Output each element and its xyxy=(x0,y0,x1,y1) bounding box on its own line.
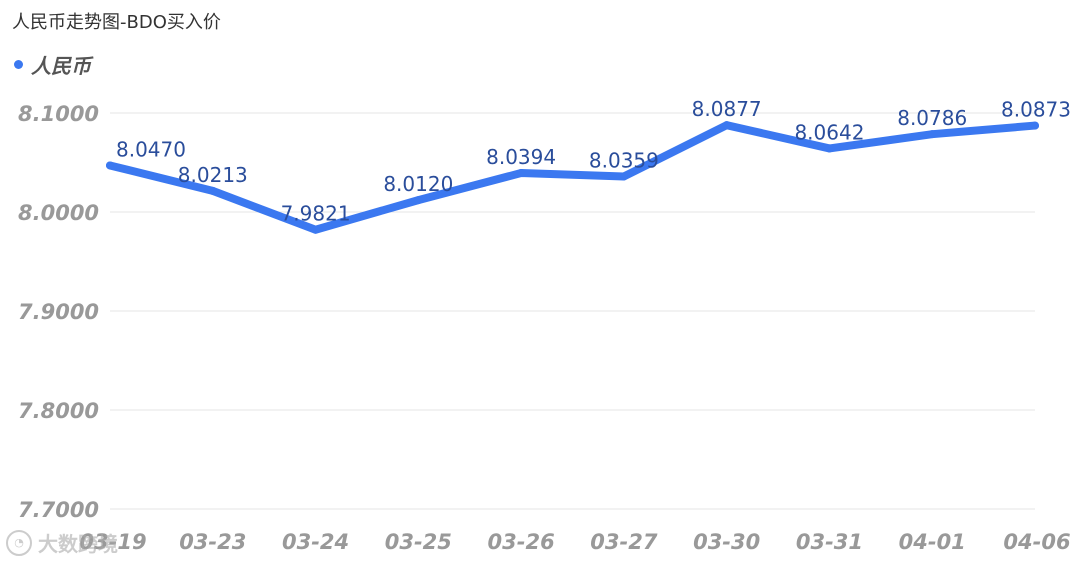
data-point[interactable] xyxy=(414,196,423,205)
legend-label: 人民币 xyxy=(31,54,91,78)
y-tick-label: 8.0000 xyxy=(18,201,99,225)
chart-title: 人民币走势图-BDO买入价 xyxy=(12,12,221,33)
data-point[interactable] xyxy=(311,225,320,234)
legend[interactable]: 人民币 xyxy=(14,50,91,79)
data-label: 8.0470 xyxy=(116,137,186,161)
data-point[interactable] xyxy=(106,161,114,170)
data-point[interactable] xyxy=(722,121,731,130)
x-tick-label: 03-24 xyxy=(282,530,349,554)
data-label: 8.0359 xyxy=(589,148,659,172)
data-label: 8.0394 xyxy=(486,145,556,169)
y-tick-label: 7.7000 xyxy=(18,498,99,522)
x-tick-label: 04-06 xyxy=(1003,530,1070,554)
y-tick-label: 7.8000 xyxy=(18,399,99,423)
data-label: 8.0120 xyxy=(383,172,453,196)
x-tick-label: 03-25 xyxy=(385,530,452,554)
data-label: 8.0786 xyxy=(897,106,967,130)
legend-dot-icon xyxy=(14,60,23,69)
series-line[interactable] xyxy=(106,121,1039,234)
data-label: 8.0873 xyxy=(1001,98,1071,122)
data-label: 8.0877 xyxy=(692,97,762,121)
series-layer xyxy=(106,121,1039,234)
data-point[interactable] xyxy=(825,144,834,153)
y-tick-label: 7.9000 xyxy=(18,300,99,324)
data-label: 7.9821 xyxy=(281,202,351,226)
x-tick-label: 03-26 xyxy=(488,530,555,554)
x-tick-label: 03-19 xyxy=(79,530,146,554)
x-tick-label: 04-01 xyxy=(899,530,966,554)
y-tick-label: 8.1000 xyxy=(18,102,99,126)
x-axis: 03-19 03-23 03-24 03-25 03-26 03-27 03-30 03-31… xyxy=(79,530,1070,554)
data-point[interactable] xyxy=(928,130,937,139)
data-point[interactable] xyxy=(517,168,526,177)
data-label: 8.0213 xyxy=(178,163,248,187)
y-axis: 8.1000 8.0000 7.9000 7.8000 7.7000 xyxy=(18,102,99,522)
x-tick-label: 03-31 xyxy=(796,530,863,554)
x-tick-label: 03-30 xyxy=(693,530,760,554)
x-tick-label: 03-23 xyxy=(179,530,246,554)
data-label: 8.0642 xyxy=(794,120,864,144)
x-tick-label: 03-27 xyxy=(590,530,658,554)
data-point[interactable] xyxy=(619,172,628,181)
data-point[interactable] xyxy=(208,186,217,195)
data-point[interactable] xyxy=(1031,121,1039,130)
